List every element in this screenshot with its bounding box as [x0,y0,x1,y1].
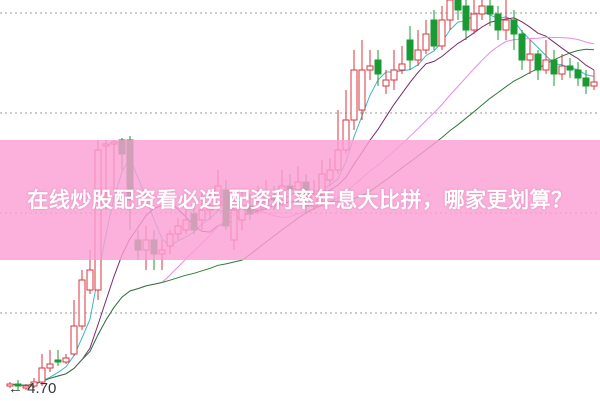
candle-up [6,383,14,387]
candle-up [526,53,534,61]
candle-up [78,279,86,327]
candle-down [494,13,502,31]
candle-up [70,325,78,355]
title-banner: 在线炒股配资看必选 配资利率年息大比拼，哪家更划算？ [0,140,600,260]
candle-up [382,79,390,87]
candle-up [590,81,598,87]
candle-up [558,65,566,75]
candle-down [430,19,438,47]
candle-down [54,359,62,363]
candle-up [470,13,478,31]
candle-up [350,69,358,121]
candle-up [358,69,366,111]
candle-down [566,65,574,71]
candle-up [86,269,94,291]
candle-up [390,69,398,81]
candle-down [486,5,494,15]
banner-title: 在线炒股配资看必选 配资利率年息大比拼，哪家更划算？ [27,187,573,212]
candle-up [414,49,422,61]
candle-down [518,33,526,61]
candle-up [30,381,38,387]
candle-down [406,39,414,61]
candle-up [438,19,446,47]
candle-up [502,19,510,31]
candle-up [38,367,46,383]
candle-up [366,65,374,71]
candle-down [462,5,470,31]
candle-down [510,19,518,35]
candle-up [62,357,70,363]
candle-down [582,77,590,87]
candle-down [534,53,542,71]
candle-up [478,5,486,15]
candle-up [446,0,454,21]
candle-down [550,59,558,75]
candle-up [422,33,430,51]
candle-up [22,385,30,389]
candle-down [374,59,382,75]
low-price-label: ← 4.70 [8,380,57,397]
candle-up [46,363,54,369]
candle-up [398,63,406,71]
candle-down [454,0,462,11]
candle-down [14,383,22,387]
candle-up [542,59,550,71]
candle-down [574,69,582,79]
low-price-value: 4.70 [27,380,57,397]
